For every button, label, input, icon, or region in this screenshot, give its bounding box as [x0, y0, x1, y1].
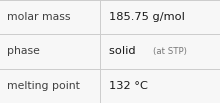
- Text: phase: phase: [7, 46, 39, 57]
- Text: 132 °C: 132 °C: [109, 81, 148, 91]
- Text: 185.75 g/mol: 185.75 g/mol: [109, 12, 185, 22]
- Text: molar mass: molar mass: [7, 12, 70, 22]
- Text: melting point: melting point: [7, 81, 79, 91]
- Text: (at STP): (at STP): [153, 47, 187, 56]
- Text: solid: solid: [109, 46, 143, 57]
